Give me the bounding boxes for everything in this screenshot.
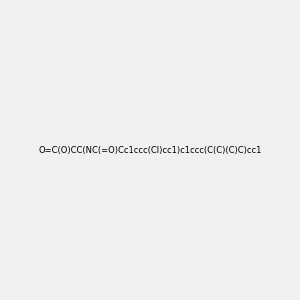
Text: O=C(O)CC(NC(=O)Cc1ccc(Cl)cc1)c1ccc(C(C)(C)C)cc1: O=C(O)CC(NC(=O)Cc1ccc(Cl)cc1)c1ccc(C(C)(… (38, 146, 262, 154)
